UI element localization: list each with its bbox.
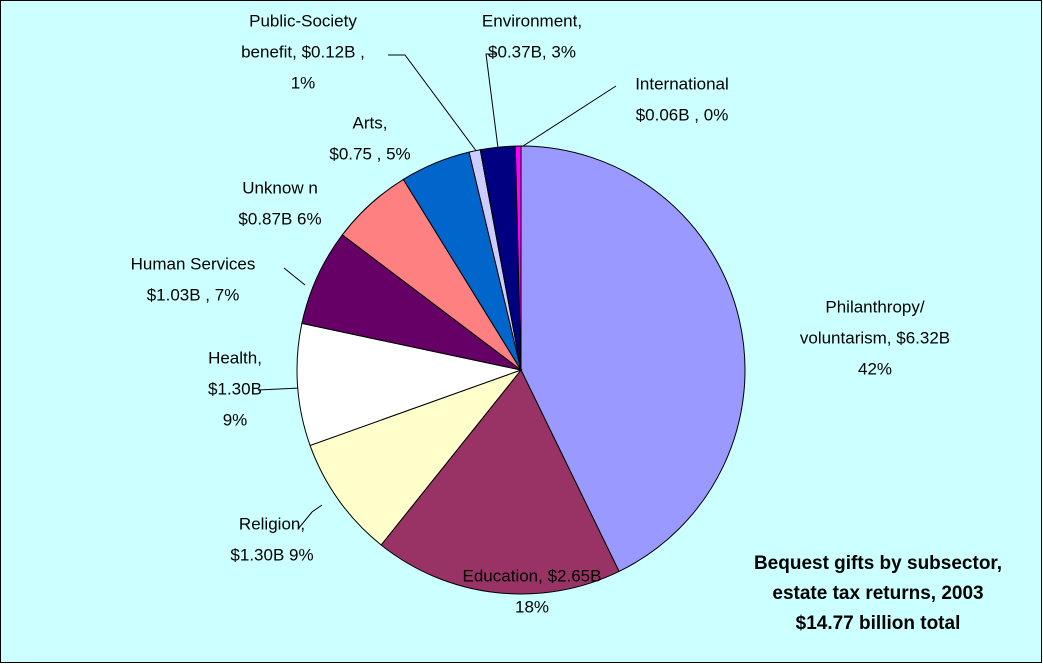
data-label: Education, $2.65B [463,566,602,585]
chart-title: $14.77 billion total [796,613,961,634]
data-label: 42% [858,359,892,378]
leader-line [519,85,617,149]
data-label: Arts, [353,113,388,132]
data-label: International [635,74,729,93]
data-label: Health, [208,348,262,367]
data-label: Unknow n [242,178,318,197]
leader-line [485,53,499,149]
data-label: 1% [291,73,316,92]
data-label: Environment, [482,11,582,30]
pie-slice [380,369,620,595]
leader-line [388,54,478,153]
pie-slice [514,145,522,371]
leader-line [283,267,306,286]
data-label: $1.03B , 7% [147,285,240,304]
leader-line [297,504,323,530]
data-label: 9% [223,410,248,429]
data-label: $0.75 , 5% [329,144,410,163]
chart-title: Bequest gifts by subsector, [754,553,1002,574]
pie-slice [520,145,746,573]
data-label: $0.06B , 0% [636,105,729,124]
data-label: Public-Society [249,11,357,30]
pie-slice [296,322,523,447]
chart-title: estate tax returns, 2003 [772,583,983,604]
data-label: Philanthropy/ [825,297,925,316]
data-label: 18% [515,597,549,616]
leader-lines [257,53,617,530]
data-label: $1.30B 9% [230,545,313,564]
data-label: $0.87B 6% [238,209,321,228]
data-label: Human Services [131,254,256,273]
data-label: Religion, [239,514,305,533]
pie-slice [309,368,523,546]
data-label: $0.37B, 3% [488,42,576,61]
data-label: voluntarism, $6.32B [800,328,950,347]
leader-line [257,387,301,391]
data-label: benefit, $0.12B , [241,42,365,61]
data-label: $1.30B [208,379,262,398]
